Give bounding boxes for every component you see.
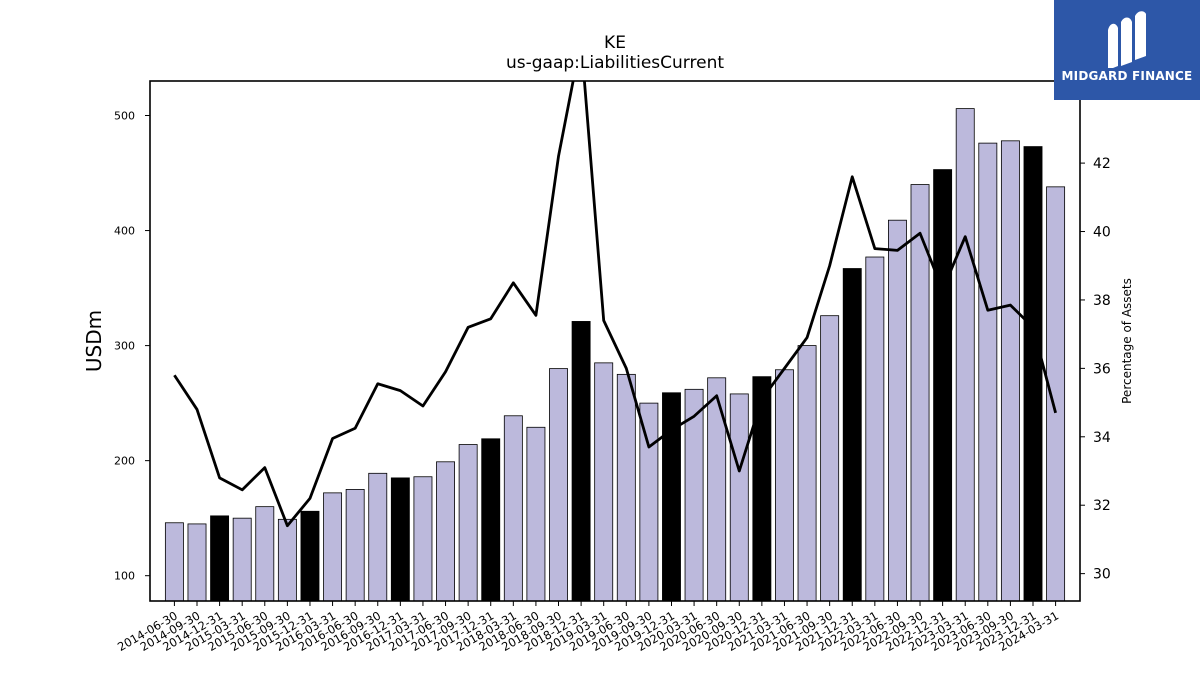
bar-2016-12-31	[390, 477, 410, 602]
bar-2018-09-30	[549, 368, 568, 602]
bar-2017-03-31	[413, 476, 433, 602]
bar-2017-06-30	[436, 461, 455, 602]
bar-2015-03-31	[232, 517, 252, 602]
bar-2020-06-30	[707, 377, 727, 602]
bar-series	[164, 108, 1066, 602]
bar-2014-09-30	[187, 523, 207, 602]
bar-2019-03-31	[594, 362, 614, 602]
y-tick-label: 400	[114, 225, 135, 238]
bar-2019-09-30	[639, 402, 659, 602]
y-tick-label: 200	[114, 455, 135, 468]
bar-2018-06-30	[526, 426, 546, 602]
bar-2020-12-31	[752, 376, 772, 602]
y-axis-label: USDm	[82, 310, 106, 372]
bar-2015-12-31	[300, 510, 320, 602]
bar-2020-09-30	[729, 393, 749, 602]
bar-2023-09-30	[1000, 140, 1020, 602]
bar-2022-06-30	[888, 219, 907, 602]
bar-2021-03-31	[775, 369, 794, 602]
bar-2023-12-31	[1023, 146, 1043, 602]
bar-2017-09-30	[458, 444, 478, 602]
bar-2022-12-31	[933, 169, 953, 602]
bar-2023-06-30	[978, 142, 998, 602]
y2-axis-label: Percentage of Assets	[1120, 278, 1134, 404]
y-tick-label: 300	[114, 340, 135, 353]
bar-2017-12-31	[481, 438, 501, 602]
y-tick-label: 100	[114, 570, 135, 583]
y2-tick-label: 30	[1093, 567, 1111, 583]
y2-tick-label: 32	[1093, 498, 1111, 514]
bar-2016-09-30	[368, 472, 388, 602]
logo: MIDGARD FINANCE	[1054, 0, 1200, 100]
plot-frame	[149, 80, 1081, 602]
bar-2023-03-31	[955, 108, 975, 602]
y2-tick-label: 34	[1093, 430, 1111, 446]
bar-2021-06-30	[797, 345, 817, 602]
midgard-logo-icon	[1108, 11, 1146, 68]
chart-title: KE	[604, 33, 626, 53]
bar-2019-12-31	[662, 392, 681, 602]
bar-2015-09-30	[277, 518, 297, 602]
y2-tick-label: 40	[1093, 225, 1111, 241]
bar-2019-06-30	[616, 373, 636, 602]
bar-2018-12-31	[571, 321, 591, 602]
bar-2021-12-31	[842, 268, 862, 602]
axes: 100200300400500303234363840422014-06-302…	[114, 80, 1111, 654]
bar-2021-09-30	[820, 315, 840, 602]
bar-2022-03-31	[865, 256, 885, 602]
y2-tick-label: 36	[1093, 361, 1111, 377]
bar-2016-06-30	[345, 489, 365, 602]
bar-2014-12-31	[210, 515, 230, 602]
bar-2016-03-31	[323, 492, 343, 602]
bar-2018-03-31	[503, 415, 523, 602]
y2-tick-label: 42	[1093, 156, 1111, 172]
line-series	[173, 81, 1057, 528]
logo-text: MIDGARD FINANCE	[1061, 69, 1193, 83]
bar-2014-06-30	[164, 522, 184, 602]
percentage-line	[173, 81, 1057, 528]
y2-tick-label: 38	[1093, 293, 1111, 309]
chart-subtitle: us-gaap:LiabilitiesCurrent	[506, 53, 724, 73]
bar-2015-06-30	[255, 506, 275, 602]
y-tick-label: 500	[114, 110, 135, 123]
